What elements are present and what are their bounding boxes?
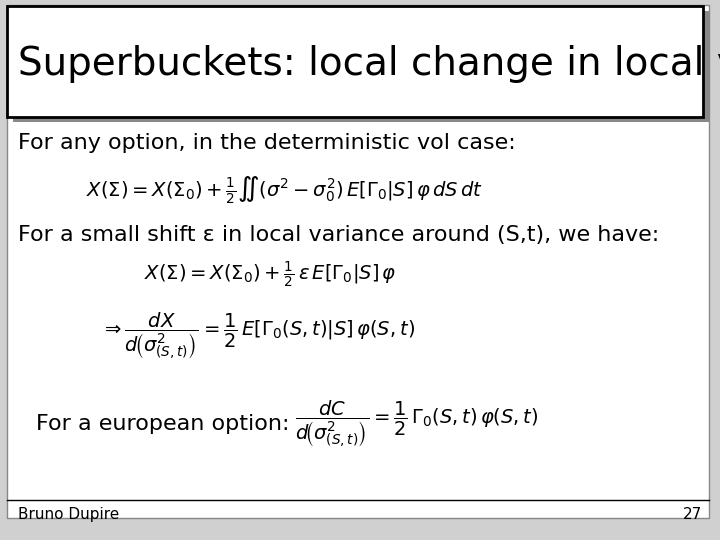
Text: $\Rightarrow \dfrac{dX}{d\!\left(\sigma^2_{(S,t)}\right)} = \dfrac{1}{2}\, E[\Ga: $\Rightarrow \dfrac{dX}{d\!\left(\sigma^…	[101, 310, 415, 361]
Text: Superbuckets: local change in local vol: Superbuckets: local change in local vol	[18, 45, 720, 83]
Text: For a small shift ε in local variance around (S,t), we have:: For a small shift ε in local variance ar…	[18, 225, 660, 245]
FancyBboxPatch shape	[13, 11, 709, 122]
FancyBboxPatch shape	[7, 6, 703, 117]
Text: Bruno Dupire: Bruno Dupire	[18, 507, 120, 522]
Text: $X(\Sigma) = X(\Sigma_0) + \frac{1}{2} \iint (\sigma^2 - \sigma_0^2)\, E[\Gamma_: $X(\Sigma) = X(\Sigma_0) + \frac{1}{2} \…	[86, 174, 483, 206]
Text: $\dfrac{dC}{d\!\left(\sigma^2_{(S,t)}\right)} = \dfrac{1}{2}\, \Gamma_0(S,t)\,\v: $\dfrac{dC}{d\!\left(\sigma^2_{(S,t)}\ri…	[295, 399, 539, 449]
FancyBboxPatch shape	[7, 5, 709, 518]
Text: For a european option:: For a european option:	[36, 414, 289, 434]
Text: 27: 27	[683, 507, 702, 522]
Text: $X(\Sigma) = X(\Sigma_0) + \frac{1}{2}\, \varepsilon\, E[\Gamma_0|S]\, \varphi$: $X(\Sigma) = X(\Sigma_0) + \frac{1}{2}\,…	[144, 260, 397, 291]
Text: For any option, in the deterministic vol case:: For any option, in the deterministic vol…	[18, 133, 516, 153]
